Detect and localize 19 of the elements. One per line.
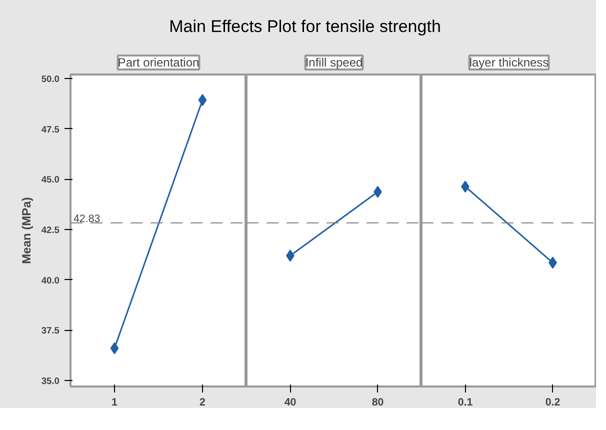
y-tick-label: 50.0 xyxy=(41,74,60,84)
y-axis-title: Mean (MPa) xyxy=(19,197,34,264)
y-tick-label: 37.5 xyxy=(41,326,60,336)
y-tick-label: 47.5 xyxy=(41,124,60,134)
x-tick-label: 2 xyxy=(200,396,206,408)
x-tick-label: 1 xyxy=(112,396,118,408)
ref-line-label: 42.83 xyxy=(74,212,100,225)
x-tick-label: 0.2 xyxy=(545,396,560,408)
chart-subtitle: layer thickness xyxy=(469,56,549,70)
chart-subtitle: Infill speed xyxy=(305,56,363,70)
text: Main Effects Plot for tensile strength xyxy=(169,16,441,38)
x-tick-label: 0.1 xyxy=(458,396,473,408)
x-tick-label: 80 xyxy=(372,396,384,408)
y-tick-label: 42.5 xyxy=(41,224,60,235)
chart-subtitle: Part orientation xyxy=(118,56,200,70)
y-tick-label: 45.0 xyxy=(41,174,60,185)
y-tick-label: 35.0 xyxy=(41,376,60,386)
y-tick-label: 40.0 xyxy=(41,275,60,286)
x-tick-label: 40 xyxy=(284,396,296,408)
